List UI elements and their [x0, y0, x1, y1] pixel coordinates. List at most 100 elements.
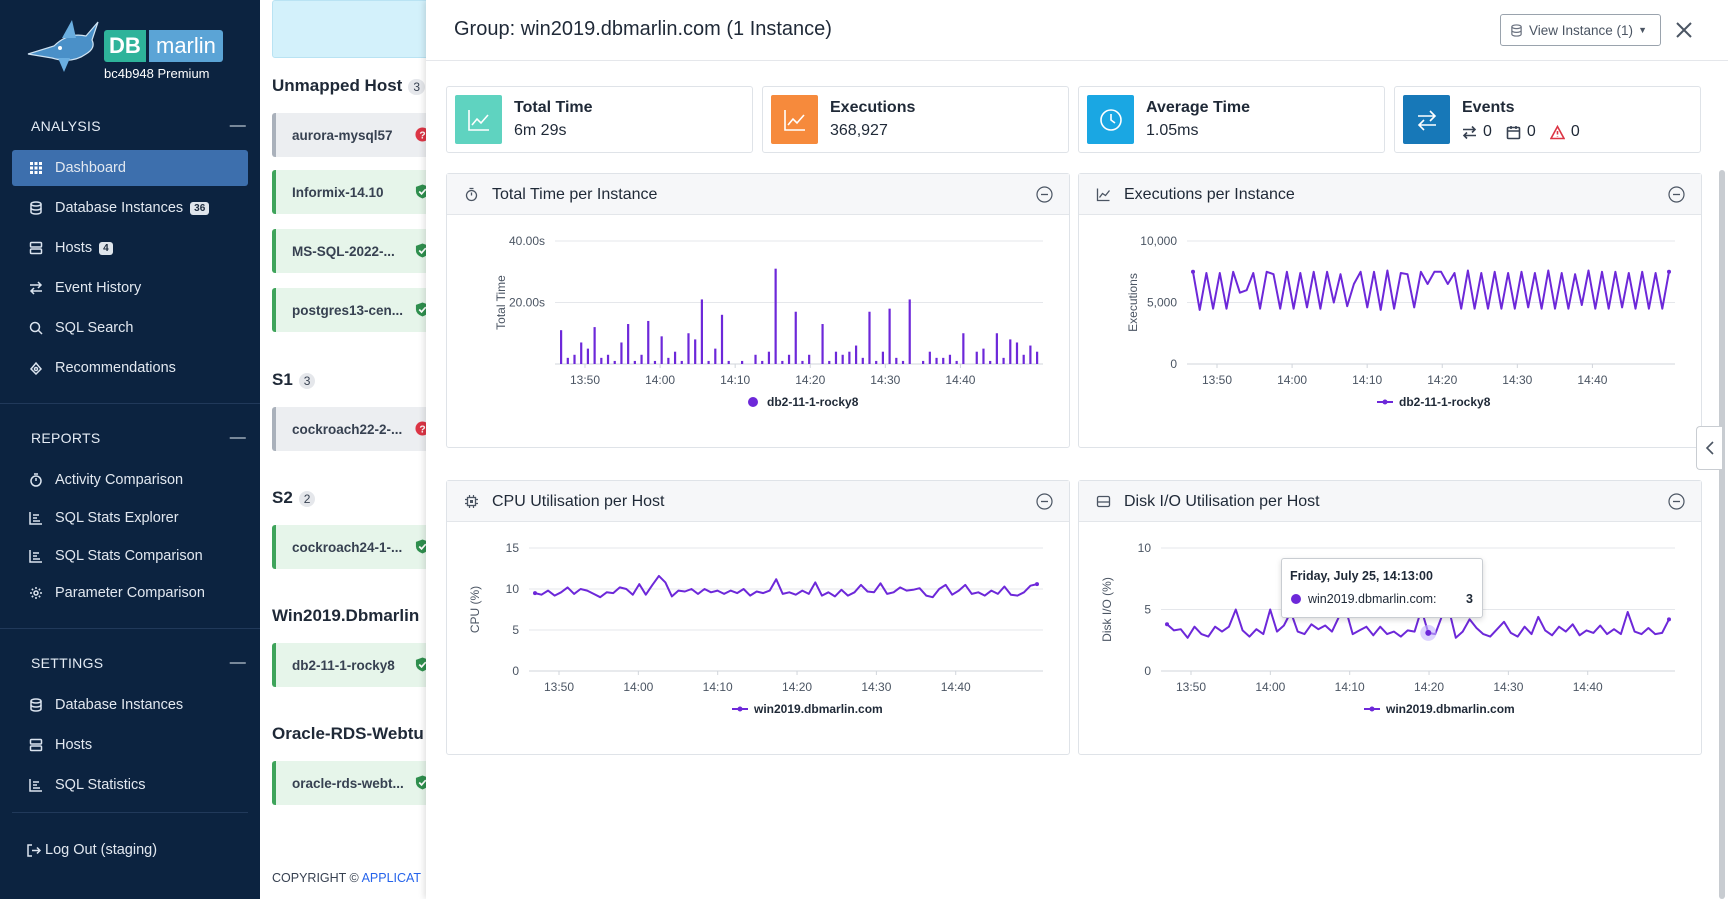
bar [600, 357, 603, 364]
stat-card-average-time[interactable]: Average Time 1.05ms [1078, 86, 1385, 153]
stat-value: 1.05ms [1146, 122, 1199, 139]
bar [640, 354, 643, 364]
bar [774, 268, 777, 364]
bar [948, 354, 952, 364]
bar [975, 351, 978, 364]
chart-tooltip: Friday, July 25, 14:13:00 win2019.dbmarl… [1281, 558, 1483, 618]
collapse-minus-icon[interactable]: — [229, 117, 246, 134]
y-axis-label: Disk I/O (%) [1100, 577, 1114, 642]
unknown-status-icon: ? [415, 421, 426, 436]
company-link[interactable]: APPLICAT [361, 871, 422, 885]
host-card[interactable]: db2-11-1-rocky8 [272, 643, 426, 687]
collapse-minus-icon[interactable]: — [229, 654, 246, 671]
x-tick-label: 14:00 [623, 680, 653, 694]
host-card[interactable]: aurora-mysql57 ? [272, 113, 426, 157]
host-card[interactable]: Informix-14.10 [272, 170, 426, 214]
settings-heading[interactable]: SETTINGS — [31, 654, 246, 671]
bar [566, 357, 569, 364]
x-tick-label: 14:20 [795, 373, 825, 387]
sidebar-item-recommendations[interactable]: Recommendations [12, 350, 248, 386]
svg-text:?: ? [419, 424, 425, 435]
database-icon [1511, 23, 1522, 37]
group-title[interactable]: Win2019.Dbmarlin [272, 606, 419, 626]
stat-card-executions[interactable]: Executions 368,927 [762, 86, 1069, 153]
stopwatch-icon [29, 473, 43, 487]
shield-check-icon [415, 775, 426, 790]
sidebar-item-label: Database Instances [55, 200, 184, 216]
logout-button[interactable]: Log Out (staging) [26, 842, 157, 858]
sidebar-item-label: Activity Comparison [55, 472, 184, 488]
collapse-panel-tab[interactable] [1696, 426, 1722, 470]
x-tick-label: 14:00 [1277, 373, 1307, 387]
bar [580, 342, 583, 364]
bar [767, 351, 771, 364]
analysis-heading[interactable]: ANALYSIS — [31, 117, 246, 134]
scrollbar[interactable] [1719, 170, 1725, 899]
grid-icon [29, 161, 43, 175]
bar [700, 299, 703, 364]
host-card[interactable]: oracle-rds-webt... [272, 761, 426, 805]
bar [667, 357, 670, 364]
x-tick-label: 14:20 [1414, 680, 1444, 694]
sidebar-item-settings-database-instances[interactable]: Database Instances [12, 687, 248, 723]
minimize-icon[interactable] [1668, 493, 1685, 510]
sidebar-item-sql-statistics[interactable]: SQL Statistics [12, 767, 248, 803]
host-card[interactable]: cockroach24-1-... [272, 525, 426, 569]
reports-heading[interactable]: REPORTS — [31, 429, 246, 446]
executions-chart[interactable]: 10,000 5,000 0 Executions 13:50 14:00 14:10 14:… [1079, 215, 1701, 447]
stat-card-total-time[interactable]: Total Time 6m 29s [446, 86, 753, 153]
y-tick-label: 0 [512, 664, 519, 678]
view-instance-dropdown[interactable]: View Instance (1) ▼ [1500, 14, 1661, 46]
bar [573, 354, 576, 364]
minimize-icon[interactable] [1036, 493, 1053, 510]
sidebar-item-label: SQL Stats Explorer [55, 510, 179, 526]
sidebar-item-activity-comparison[interactable]: Activity Comparison [12, 462, 248, 498]
collapse-minus-icon[interactable]: — [229, 429, 246, 446]
sidebar-item-sql-stats-explorer[interactable]: SQL Stats Explorer [12, 500, 248, 536]
cpu-chart[interactable]: 15 10 5 0 CPU (%) 13:50 14:00 14:10 14:20 14:30 14… [447, 522, 1069, 754]
disk-io-chart[interactable]: 10 5 0 Disk I/O (%) 13:50 14:00 14:10 14:20 14:3… [1079, 522, 1701, 754]
minimize-icon[interactable] [1668, 186, 1685, 203]
sidebar-item-parameter-comparison[interactable]: Parameter Comparison [12, 575, 248, 611]
sidebar-item-event-history[interactable]: Event History [12, 270, 248, 306]
host-card[interactable]: postgres13-cen... [272, 288, 426, 332]
panel-title: Total Time per Instance [492, 186, 658, 203]
y-tick-label: 0 [1144, 664, 1151, 678]
dbmarlin-logo[interactable]: DB marlin bc4b948 Premium [24, 14, 244, 84]
group-title[interactable]: S1 3 [272, 370, 316, 390]
host-card[interactable]: MS-SQL-2022-... [272, 229, 426, 273]
clock-icon [1087, 95, 1134, 144]
shield-check-icon [415, 539, 426, 554]
sidebar-item-dashboard[interactable]: Dashboard [12, 150, 248, 186]
x-tick-label: 13:50 [1176, 680, 1206, 694]
divider [0, 403, 260, 404]
group-title[interactable]: Unmapped Host 3 [272, 76, 426, 96]
group-title[interactable]: S2 2 [272, 488, 316, 508]
server-icon [29, 738, 43, 752]
host-card[interactable]: cockroach22-2-... ? [272, 407, 426, 451]
bar [560, 330, 563, 364]
warning-icon [1549, 124, 1565, 139]
bar [828, 360, 831, 364]
sidebar-item-database-instances[interactable]: Database Instances 36 [12, 190, 248, 226]
divider [0, 628, 260, 629]
y-tick-label: 10 [506, 582, 520, 596]
sidebar-item-sql-search[interactable]: SQL Search [12, 310, 248, 346]
group-title[interactable]: Oracle-RDS-Webtu [272, 724, 424, 744]
copyright: COPYRIGHT © APPLICAT [272, 871, 421, 885]
marlin-fish-icon [27, 20, 99, 72]
point [1035, 582, 1039, 587]
bar [741, 360, 744, 364]
bar [647, 320, 650, 364]
stat-card-events[interactable]: Events 0 0 0 [1394, 86, 1701, 153]
close-button[interactable] [1669, 15, 1699, 45]
minimize-icon[interactable] [1036, 186, 1053, 203]
bar [928, 351, 931, 364]
panel-disk: Disk I/O Utilisation per Host 10 5 0 Disk I… [1078, 480, 1702, 755]
sidebar-item-sql-stats-comparison[interactable]: SQL Stats Comparison [12, 538, 248, 574]
legend-label: db2-11-1-rocky8 [1399, 395, 1491, 409]
sidebar-item-settings-hosts[interactable]: Hosts [12, 727, 248, 763]
sidebar-item-hosts[interactable]: Hosts 4 [12, 230, 248, 266]
build-label: bc4b948 Premium [104, 66, 210, 81]
